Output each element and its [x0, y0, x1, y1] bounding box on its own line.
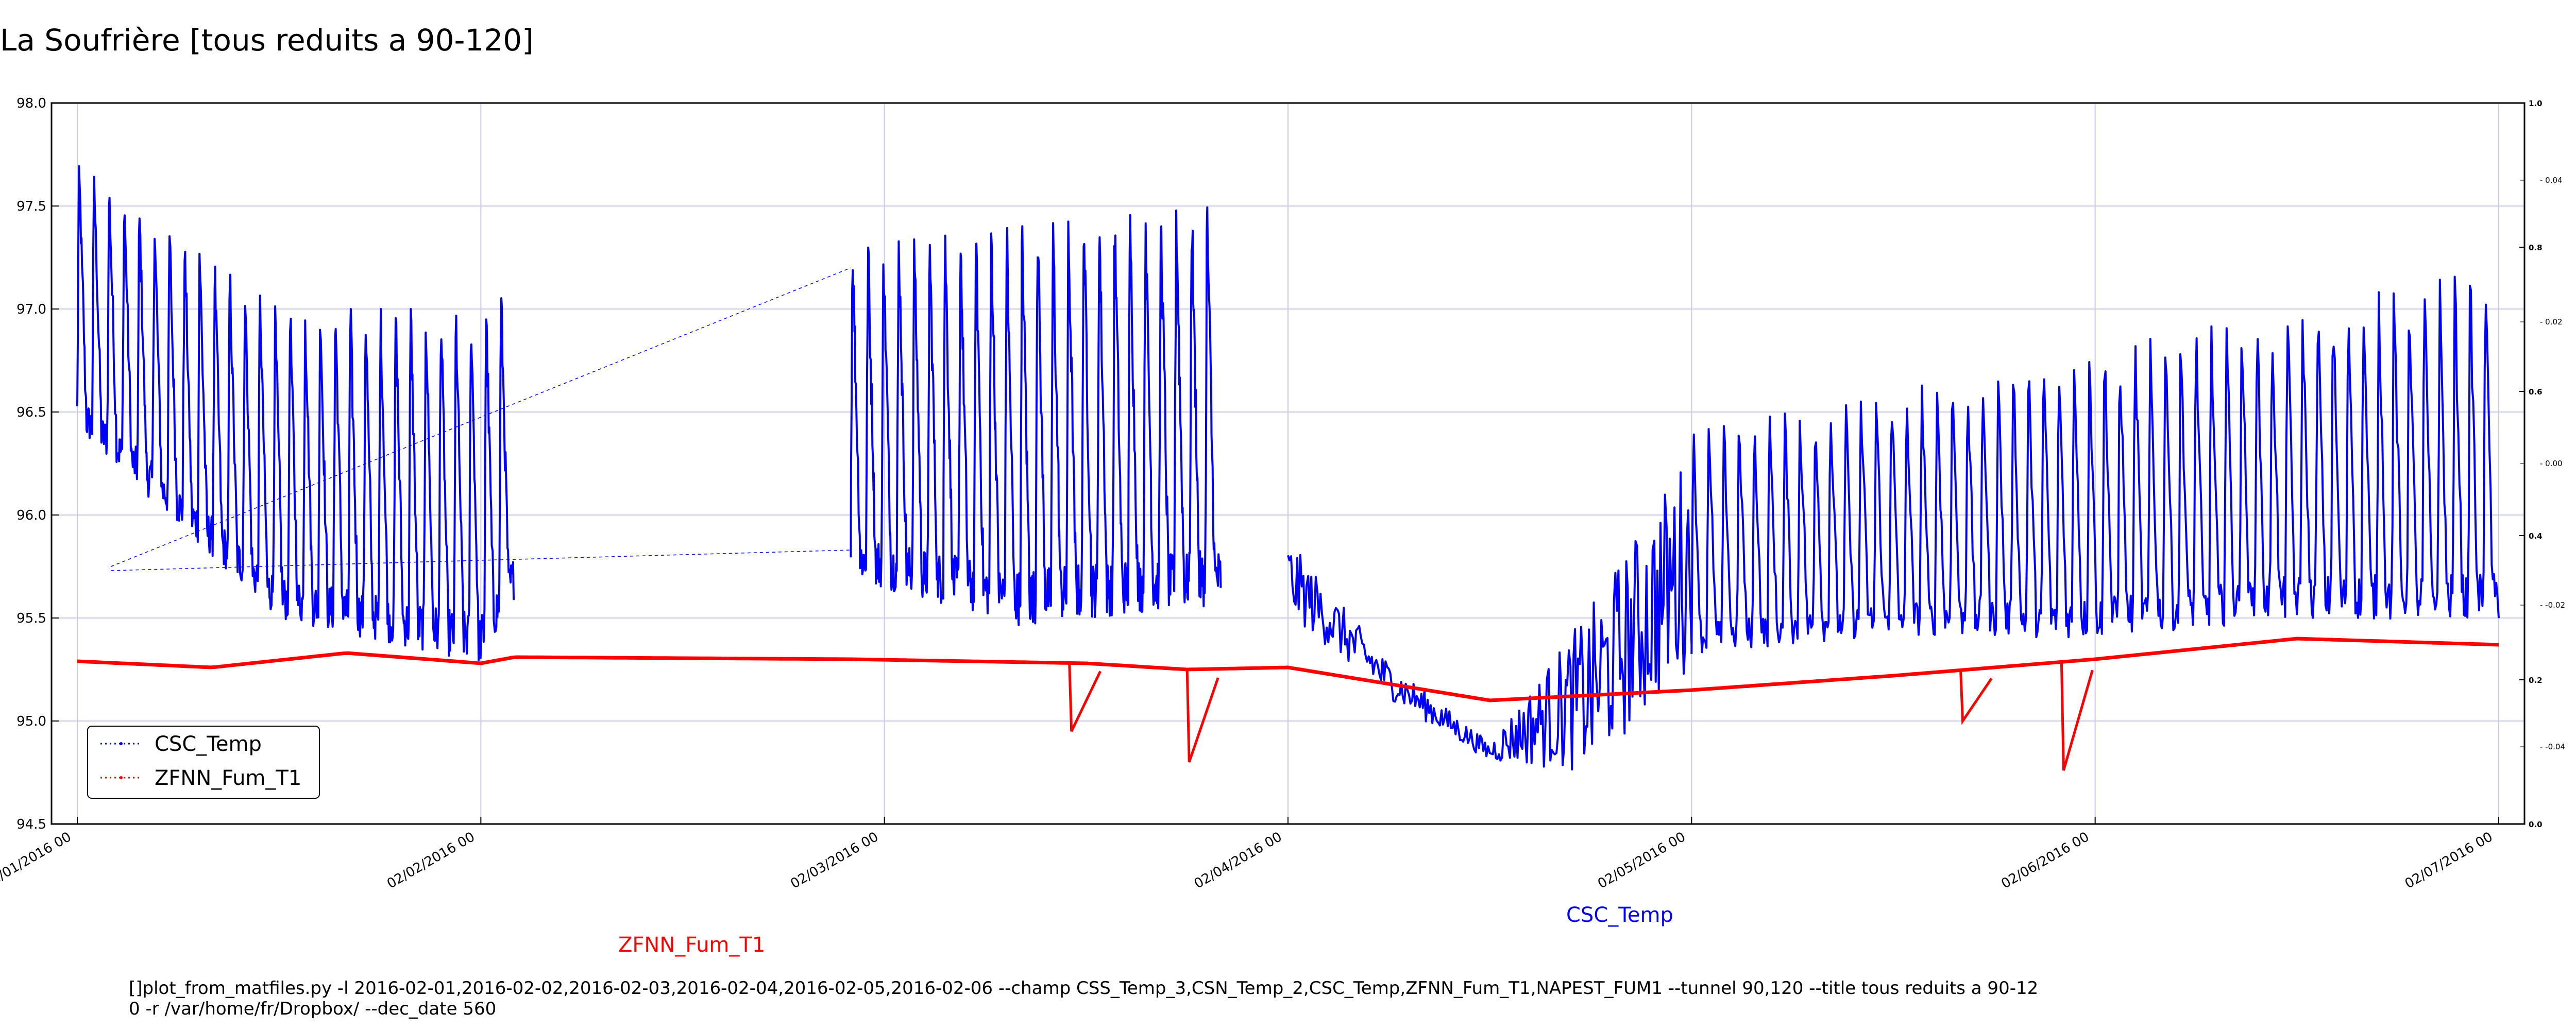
x-tick-label: 02/01/2016 00	[0, 829, 74, 892]
right-tick-label: 0.6	[2529, 387, 2543, 397]
series-csc-temp-segment	[76, 165, 516, 661]
series-label-zfnn-fum-t1: ZFNN_Fum_T1	[618, 933, 765, 957]
plot-area	[76, 165, 2500, 771]
x-tick-label: 02/03/2016 00	[788, 829, 882, 892]
series-zfnn-fum-t1-dip	[1068, 663, 1101, 732]
series-csc-temp-segment	[1690, 276, 2500, 654]
y-tick-label: 96.5	[16, 405, 46, 420]
y-tick-label: 98.0	[16, 96, 46, 111]
right-tick-label: 1.0	[2529, 99, 2543, 108]
x-tick-label: 02/07/2016 00	[2402, 829, 2496, 892]
right-minor-tick-label: - 0.04	[2540, 176, 2563, 185]
y-tick-label: 97.0	[16, 302, 46, 317]
legend-label-zfnn-fum-t1: ZFNN_Fum_T1	[155, 766, 301, 790]
x-tick-label: 02/06/2016 00	[1999, 829, 2092, 892]
y-tick-label: 95.0	[16, 714, 46, 729]
x-tick-label: 02/04/2016 00	[1192, 829, 1285, 892]
y-axis: 94.5 95.0 95.5 96.0 96.5 97.0 97.5 98.0	[16, 96, 59, 832]
y-tick-label: 96.0	[16, 508, 46, 523]
right-tick-label: 0.4	[2529, 531, 2543, 541]
legend-box	[87, 726, 320, 799]
series-csc-temp-segment	[1287, 471, 1693, 771]
series-zfnn-fum-t1-line	[77, 637, 2499, 702]
y-tick-label: 94.5	[16, 817, 46, 832]
x-tick-label: 02/02/2016 00	[384, 829, 478, 892]
right-axis: 1.0 0.8 0.6 0.4 0.2 0.0 - 0.04 - 0.02 - 0.00 - -0…	[2519, 99, 2565, 829]
series-zfnn-fum-t1-dip	[1185, 669, 1219, 763]
series-zfnn-fum-t1-dip	[1959, 670, 1993, 725]
legend-marker-zfnn-fum-t1	[120, 776, 123, 779]
right-minor-tick-label: - -0.02	[2540, 600, 2565, 610]
right-tick-label: 0.8	[2529, 243, 2543, 252]
y-tick-label: 97.5	[16, 199, 46, 214]
series-zfnn-fum-t1-dip	[2060, 662, 2094, 771]
series-label-csc-temp: CSC_Temp	[1566, 903, 1673, 927]
right-minor-tick-label: - 0.02	[2540, 317, 2563, 327]
series-csc-temp-segment	[850, 206, 1222, 626]
right-minor-tick-label: - -0.04	[2540, 742, 2565, 751]
legend-marker-csc-temp	[120, 742, 123, 745]
legend: CSC_Temp ZFNN_Fum_T1	[87, 726, 320, 799]
chart-title: La Soufrière [tous reduits a 90-120]	[0, 23, 534, 58]
x-axis: 02/01/2016 00 02/02/2016 00 02/03/2016 00 0…	[0, 817, 2499, 892]
x-tick-label: 02/05/2016 00	[1595, 829, 1688, 892]
right-minor-tick-label: - 0.00	[2540, 459, 2563, 468]
right-tick-label: 0.2	[2529, 676, 2543, 685]
right-tick-label: 0.0	[2529, 820, 2543, 829]
legend-label-csc-temp: CSC_Temp	[155, 732, 262, 756]
footer-command-line-1: []plot_from_matfiles.py -l 2016-02-01,20…	[129, 978, 2038, 999]
footer-command-line-2: 0 -r /var/home/fr/Dropbox/ --dec_date 56…	[129, 999, 496, 1019]
y-tick-label: 95.5	[16, 611, 46, 626]
